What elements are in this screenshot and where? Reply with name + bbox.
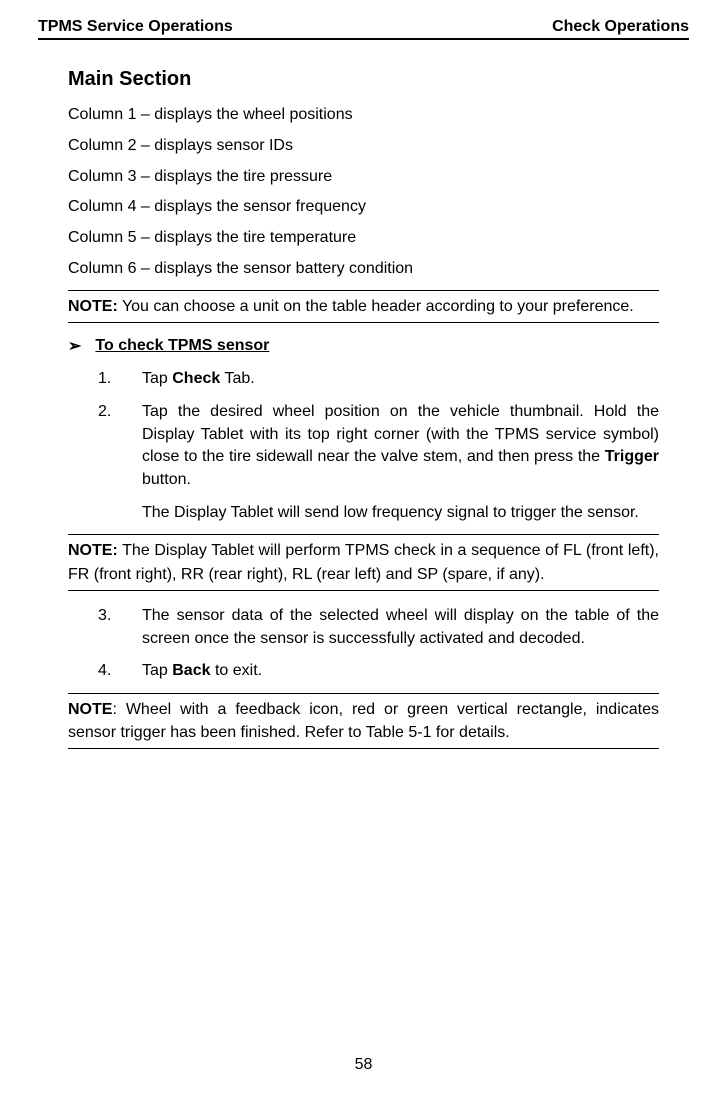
- note-box: NOTE: Wheel with a feedback icon, red or…: [68, 693, 659, 749]
- step-number: 1.: [98, 368, 120, 391]
- step-body: Tap Back to exit.: [142, 660, 659, 683]
- note-label: NOTE:: [68, 298, 118, 315]
- header-left: TPMS Service Operations: [38, 18, 233, 36]
- step-item: 1. Tap Check Tab.: [98, 368, 659, 391]
- page-container: TPMS Service Operations Check Operations…: [0, 0, 727, 1106]
- note-box: NOTE: You can choose a unit on the table…: [68, 290, 659, 323]
- running-header: TPMS Service Operations Check Operations: [38, 18, 689, 40]
- column-description: Column 4 – displays the sensor frequency: [68, 197, 659, 218]
- step-text: Tap: [142, 370, 172, 387]
- note-text: The Display Tablet will perform TPMS che…: [68, 542, 659, 582]
- step-text: Tap: [142, 662, 172, 679]
- procedure-title: To check TPMS sensor: [95, 337, 269, 355]
- step-bold: Trigger: [605, 448, 659, 465]
- column-description: Column 6 – displays the sensor battery c…: [68, 259, 659, 280]
- bullet-arrow-icon: ➢: [68, 337, 81, 356]
- step-number: 2.: [98, 401, 120, 525]
- step-number: 4.: [98, 660, 120, 683]
- note-label: NOTE: [68, 701, 112, 718]
- step-text: Tab.: [220, 370, 254, 387]
- step-text: Tap the desired wheel position on the ve…: [142, 403, 659, 465]
- step-text: button.: [142, 471, 191, 488]
- step-item: 3. The sensor data of the selected wheel…: [98, 605, 659, 650]
- step-body: Tap the desired wheel position on the ve…: [142, 401, 659, 525]
- column-description: Column 3 – displays the tire pressure: [68, 167, 659, 188]
- note-text: You can choose a unit on the table heade…: [118, 298, 634, 315]
- step-item: 4. Tap Back to exit.: [98, 660, 659, 683]
- procedure-heading: ➢ To check TPMS sensor: [68, 337, 659, 356]
- step-bold: Check: [172, 370, 220, 387]
- step-number: 3.: [98, 605, 120, 650]
- step-text: to exit.: [211, 662, 263, 679]
- column-description: Column 5 – displays the tire temperature: [68, 228, 659, 249]
- content-area: Main Section Column 1 – displays the whe…: [38, 68, 689, 749]
- column-description: Column 1 – displays the wheel positions: [68, 105, 659, 126]
- note-label: NOTE:: [68, 542, 118, 559]
- step-body: The sensor data of the selected wheel wi…: [142, 605, 659, 650]
- column-description: Column 2 – displays sensor IDs: [68, 136, 659, 157]
- procedure-steps: 1. Tap Check Tab. 2. Tap the desired whe…: [68, 368, 659, 524]
- header-right: Check Operations: [552, 18, 689, 36]
- step-item: 2. Tap the desired wheel position on the…: [98, 401, 659, 525]
- step-subtext: The Display Tablet will send low frequen…: [142, 502, 659, 525]
- main-section-heading: Main Section: [68, 68, 659, 91]
- page-number: 58: [0, 1056, 727, 1074]
- note-box: NOTE: The Display Tablet will perform TP…: [68, 534, 659, 590]
- step-body: Tap Check Tab.: [142, 368, 659, 391]
- note-text: : Wheel with a feedback icon, red or gre…: [68, 701, 659, 741]
- procedure-steps-continued: 3. The sensor data of the selected wheel…: [68, 605, 659, 683]
- step-bold: Back: [172, 662, 210, 679]
